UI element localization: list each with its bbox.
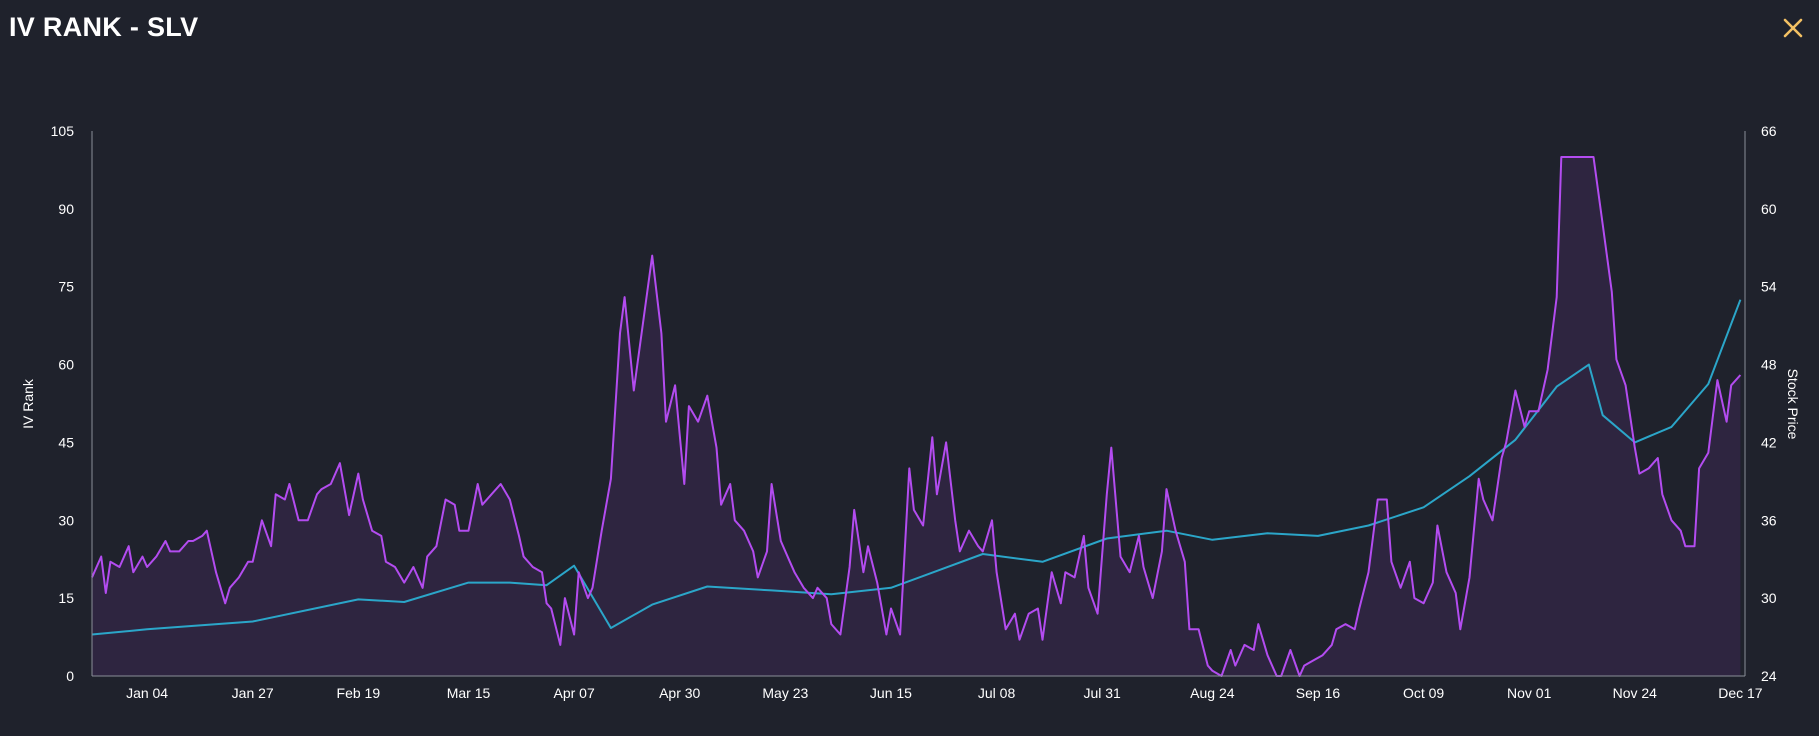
x-tick-label: Sep 16 (1296, 685, 1341, 701)
y-right-tick-label: 42 (1761, 434, 1777, 450)
close-button[interactable] (1779, 14, 1807, 42)
y-left-tick-label: 45 (58, 434, 74, 450)
x-tick-label: Nov 24 (1613, 685, 1658, 701)
x-tick-label: Dec 17 (1718, 685, 1763, 701)
x-tick-label: Jan 27 (232, 685, 274, 701)
y-left-tick-label: 0 (66, 668, 74, 684)
y-right-tick-label: 24 (1761, 668, 1777, 684)
y-right-tick-label: 54 (1761, 279, 1777, 295)
y-axis-right-label: Stock Price (1785, 369, 1801, 440)
x-tick-label: Jun 15 (870, 685, 912, 701)
y-right-tick-label: 60 (1761, 201, 1777, 217)
x-tick-label: Apr 07 (554, 685, 595, 701)
y-left-tick-label: 75 (58, 279, 74, 295)
x-tick-label: Jan 04 (126, 685, 168, 701)
iv-rank-area (92, 157, 1741, 676)
close-icon (1783, 18, 1803, 38)
stock-price-line (91, 299, 1742, 636)
x-tick-label: Oct 09 (1403, 685, 1444, 701)
y-left-tick-label: 15 (58, 590, 74, 606)
y-right-tick-label: 30 (1761, 590, 1777, 606)
page-title: IV RANK - SLV (9, 12, 199, 42)
y-left-tick-label: 105 (51, 123, 75, 139)
x-tick-label: Mar 15 (447, 685, 491, 701)
x-tick-label: Jul 08 (978, 685, 1016, 701)
y-axis-left-label: IV Rank (20, 378, 36, 429)
iv-rank-line (91, 156, 1742, 677)
y-right-tick-label: 36 (1761, 512, 1777, 528)
y-right-tick-label: 66 (1761, 123, 1777, 139)
y-right-tick-label: 48 (1761, 357, 1777, 373)
x-tick-label: May 23 (762, 685, 808, 701)
x-tick-label: Jul 31 (1083, 685, 1121, 701)
y-left-tick-label: 90 (58, 201, 74, 217)
x-tick-label: Nov 01 (1507, 685, 1552, 701)
y-left-tick-label: 60 (58, 357, 74, 373)
x-tick-label: Apr 30 (659, 685, 700, 701)
x-tick-label: Aug 24 (1190, 685, 1235, 701)
x-tick-label: Feb 19 (337, 685, 381, 701)
y-left-tick-label: 30 (58, 512, 74, 528)
